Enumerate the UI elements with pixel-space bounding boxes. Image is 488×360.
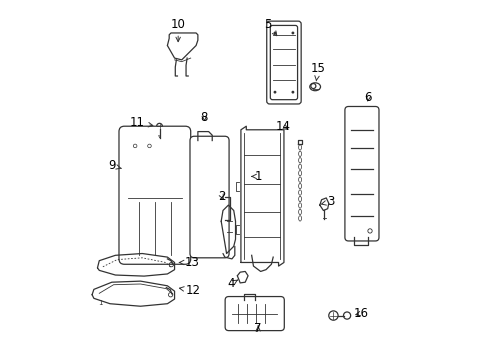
Text: 14: 14 xyxy=(275,120,290,133)
Ellipse shape xyxy=(298,158,301,163)
Text: 6: 6 xyxy=(364,91,371,104)
Text: 13: 13 xyxy=(179,256,200,269)
FancyBboxPatch shape xyxy=(270,26,297,100)
Text: 2: 2 xyxy=(218,190,225,203)
Ellipse shape xyxy=(298,203,301,208)
Ellipse shape xyxy=(298,209,301,215)
Ellipse shape xyxy=(298,151,301,157)
Ellipse shape xyxy=(298,177,301,182)
Text: 8: 8 xyxy=(200,111,207,124)
Text: 10: 10 xyxy=(170,18,185,42)
Text: 1: 1 xyxy=(251,170,262,183)
Text: 7: 7 xyxy=(254,322,262,335)
Ellipse shape xyxy=(298,183,301,189)
FancyBboxPatch shape xyxy=(190,136,228,258)
Text: 9: 9 xyxy=(108,159,121,172)
Circle shape xyxy=(273,32,276,35)
Circle shape xyxy=(273,91,276,94)
FancyBboxPatch shape xyxy=(344,107,378,241)
Ellipse shape xyxy=(298,216,301,221)
Text: 11: 11 xyxy=(129,116,153,129)
Text: 12: 12 xyxy=(179,284,201,297)
FancyBboxPatch shape xyxy=(224,297,284,330)
Ellipse shape xyxy=(298,171,301,176)
Ellipse shape xyxy=(309,83,320,91)
Text: 16: 16 xyxy=(353,307,368,320)
Text: 15: 15 xyxy=(310,62,325,81)
Circle shape xyxy=(291,32,294,35)
Ellipse shape xyxy=(298,196,301,202)
FancyBboxPatch shape xyxy=(266,21,301,104)
Text: 1: 1 xyxy=(98,300,102,306)
Ellipse shape xyxy=(298,145,301,150)
Text: 4: 4 xyxy=(226,278,237,291)
Ellipse shape xyxy=(298,164,301,170)
Ellipse shape xyxy=(298,190,301,195)
Text: 5: 5 xyxy=(264,18,276,36)
Text: 3: 3 xyxy=(321,195,334,208)
Circle shape xyxy=(291,91,294,94)
FancyBboxPatch shape xyxy=(119,126,190,264)
